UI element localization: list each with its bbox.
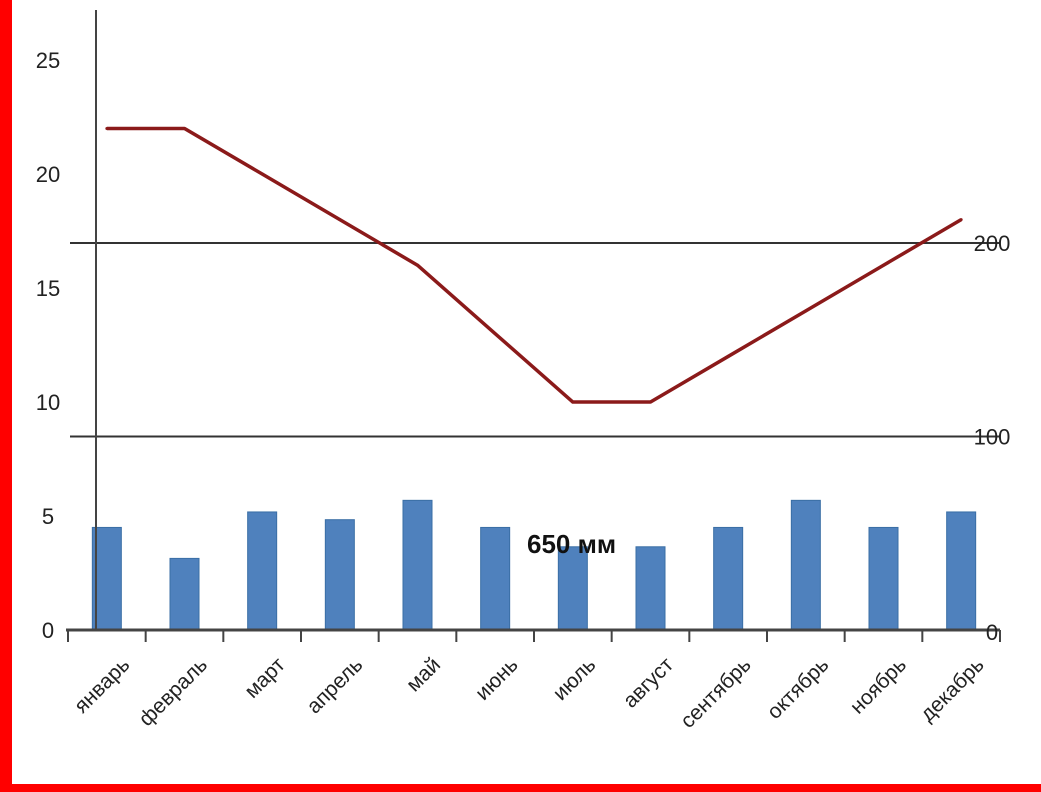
y2-tick-label-200: 200 [974,231,1011,256]
x-tick-label-10: октябрь [763,653,834,724]
bar-5 [402,499,433,631]
temperature-point-6 [493,332,497,336]
x-tick-label-4: апрель [302,653,367,718]
bar-12 [946,511,977,631]
y-tick-label-25: 25 [36,48,60,73]
x-tick-label-11: ноябрь [846,653,911,718]
bar-2 [169,557,200,631]
x-tick-label-1: январь [70,653,135,718]
y-tick-label-5: 5 [42,504,54,529]
bar-6 [480,526,511,631]
bar-8 [635,546,666,631]
x-tick-label-9: сентябрь [676,653,756,733]
temperature-point-2 [183,126,186,130]
temperature-point-4 [338,218,342,222]
bar-1 [91,526,122,631]
x-tick-label-12: декабрь [916,653,989,726]
temperature-point-10 [804,309,808,313]
temperature-point-8 [649,400,652,404]
temperature-point-5 [416,263,419,267]
bar-7 [557,546,588,631]
y2-tick-label-100: 100 [974,424,1011,449]
temperature-point-11 [882,263,885,267]
bar-3 [247,511,278,631]
x-tick-label-6: июнь [471,653,523,705]
temperature-point-7 [571,400,575,404]
bar-11 [868,526,899,631]
y-tick-label-15: 15 [36,276,60,301]
y-tick-label-10: 10 [36,390,60,415]
temperature-point-1 [105,126,109,130]
y2-tick-label-0: 0 [986,620,998,645]
bar-10 [790,499,821,631]
temperature-point-12 [959,218,963,222]
y-tick-label-20: 20 [36,162,60,187]
y-tick-label-0: 0 [42,618,54,643]
temperature-line [106,126,963,404]
x-tick-label-8: август [619,653,679,713]
temperature-point-3 [260,172,264,176]
temperature-point-9 [726,354,730,358]
red-frame-left [0,0,12,792]
x-tick-label-2: февраль [134,653,212,731]
x-tick-label-7: июль [549,653,601,705]
bar-9 [713,526,744,631]
red-frame-bottom [0,784,1041,792]
x-tick-label-3: март [240,653,290,703]
x-tick-label-5: май [402,653,445,696]
annotation-total-precipitation: 650 мм [527,529,616,559]
bar-4 [324,519,355,631]
